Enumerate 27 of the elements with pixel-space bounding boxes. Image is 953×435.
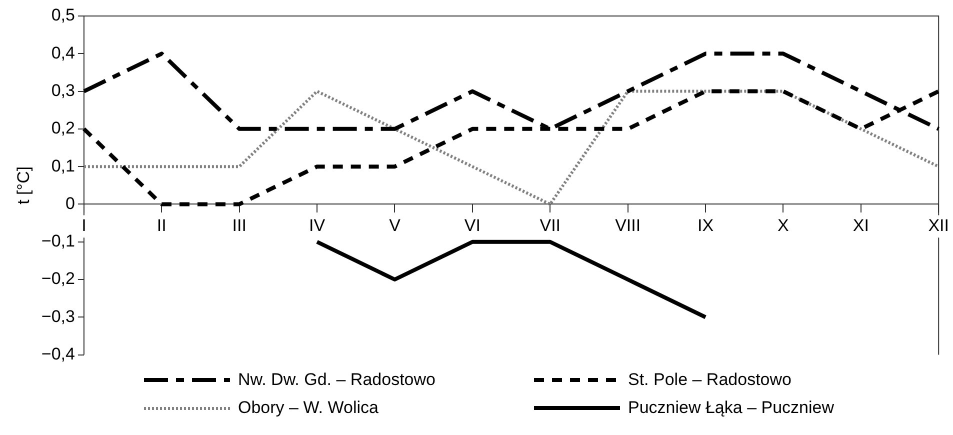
y-tick-label: 0,5 bbox=[51, 6, 75, 25]
x-tick-label: IX bbox=[697, 216, 714, 236]
x-tick-label: VII bbox=[540, 216, 561, 236]
x-tick-label: X bbox=[778, 216, 789, 236]
x-tick-label: III bbox=[232, 216, 246, 236]
y-axis-title: t [°C] bbox=[14, 166, 33, 204]
y-tick-label: 0,4 bbox=[51, 43, 75, 62]
x-tick-label: VIII bbox=[615, 216, 641, 236]
x-tick-label: XI bbox=[852, 216, 869, 236]
y-tick-label: 0 bbox=[65, 194, 75, 213]
y-tick-label: −0,1 bbox=[41, 232, 75, 251]
y-tick-label: 0,3 bbox=[51, 80, 75, 100]
y-tick-label: 0,2 bbox=[51, 118, 75, 138]
y-tick-label: −0,4 bbox=[41, 344, 75, 364]
y-tick-label: −0,2 bbox=[41, 269, 75, 288]
x-tick-label: IV bbox=[309, 216, 326, 236]
legend-label: Obory – W. Wolica bbox=[238, 398, 378, 418]
legend-label: Nw. Dw. Gd. – Radostowo bbox=[238, 370, 436, 390]
x-tick-label: II bbox=[156, 216, 166, 236]
legend-label: St. Pole – Radostowo bbox=[628, 370, 792, 390]
x-tick-label: V bbox=[389, 216, 402, 236]
y-tick-label: −0,3 bbox=[41, 306, 75, 326]
y-tick-label: 0,1 bbox=[51, 156, 75, 176]
x-tick-label: XII bbox=[928, 216, 950, 236]
x-tick-label: I bbox=[82, 216, 86, 236]
x-tick-label: VI bbox=[464, 216, 480, 236]
legend-label: Puczniew Łąka – Puczniew bbox=[628, 398, 834, 418]
